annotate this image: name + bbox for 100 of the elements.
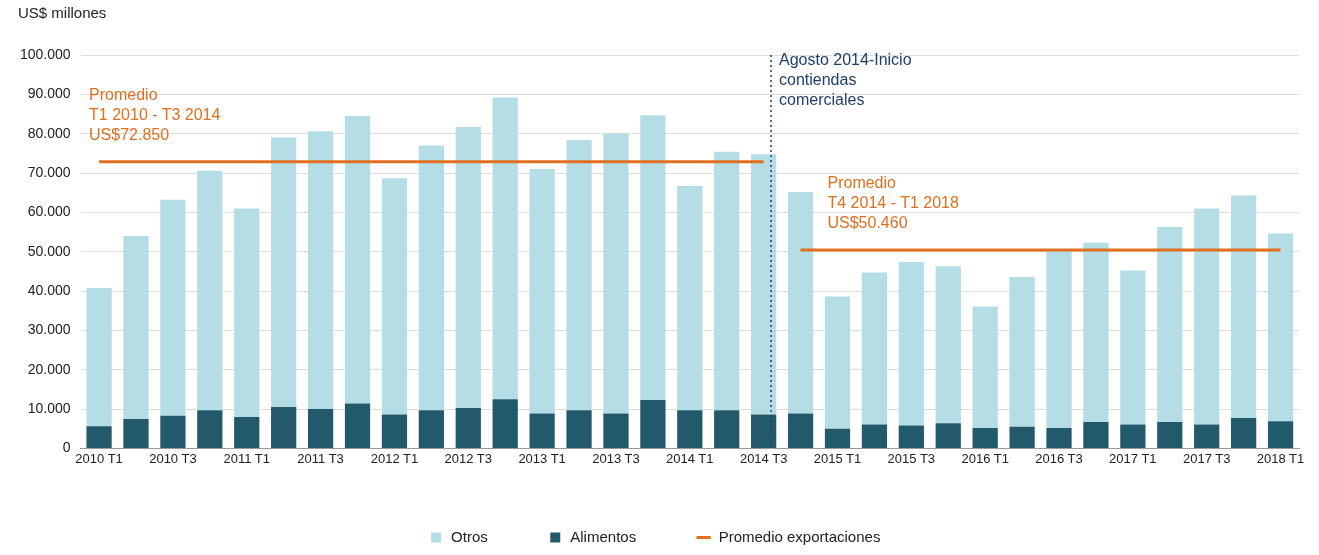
bar	[566, 410, 592, 448]
bar	[123, 235, 149, 419]
bar	[1230, 195, 1257, 419]
bar	[344, 115, 371, 404]
bar	[972, 427, 998, 448]
bar	[1083, 422, 1109, 448]
bar	[234, 208, 260, 417]
annotation: Promedio T1 2010 - T3 2014 US$72.850	[89, 86, 221, 144]
bar	[1194, 424, 1220, 448]
legend-label: Otros	[451, 527, 488, 545]
bar	[1046, 427, 1072, 448]
x-tick-label: 2018 T1	[1256, 450, 1305, 466]
bar	[123, 418, 149, 448]
bar	[86, 426, 112, 448]
bar	[898, 425, 924, 448]
bar	[824, 428, 851, 448]
bar	[1194, 208, 1220, 425]
ref-line-label: Agosto 2014-Inicio contiendas comerciales	[779, 51, 912, 109]
bar	[677, 410, 703, 448]
x-tick-label: 2012 T3	[444, 450, 493, 466]
y-tick-label: 90.000	[27, 85, 71, 102]
bar	[1157, 422, 1183, 448]
bar	[271, 137, 297, 408]
bar	[603, 413, 629, 448]
bar	[751, 154, 777, 415]
bar	[1157, 226, 1183, 423]
x-tick-label: 2013 T1	[518, 450, 566, 466]
bar	[714, 410, 740, 448]
bar	[935, 423, 961, 448]
bar	[751, 414, 777, 448]
bar	[1120, 270, 1146, 425]
bar	[1009, 276, 1035, 427]
x-tick-label: 2017 T3	[1182, 450, 1231, 466]
bar	[787, 413, 814, 448]
x-tick-label: 2016 T1	[961, 450, 1009, 466]
bar	[455, 126, 481, 408]
y-tick-label: 40.000	[27, 281, 71, 298]
bar	[344, 403, 371, 448]
bar	[307, 409, 334, 448]
legend-label: Alimentos	[570, 527, 637, 545]
x-tick-label: 2011 T3	[297, 450, 344, 466]
bar	[1267, 421, 1294, 448]
bar	[824, 296, 851, 429]
y-tick-label: 70.000	[27, 163, 71, 180]
x-tick-label: 2014 T3	[739, 450, 788, 466]
y-tick-label: 80.000	[27, 124, 71, 141]
bar	[271, 407, 297, 448]
x-tick-label: 2010 T1	[75, 450, 123, 466]
bar	[197, 410, 223, 448]
bar	[86, 287, 112, 427]
bar	[418, 410, 444, 448]
bar	[1046, 250, 1072, 428]
x-tick-label: 2017 T1	[1109, 450, 1157, 466]
bar	[935, 266, 961, 424]
bar	[972, 306, 998, 428]
bar	[677, 186, 703, 411]
x-tick-label: 2010 T3	[149, 450, 197, 466]
bar	[492, 399, 518, 448]
bar	[529, 413, 555, 448]
x-tick-label: 2015 T3	[887, 450, 936, 466]
bar	[234, 416, 260, 448]
bar	[1230, 418, 1257, 448]
bar	[1120, 424, 1146, 448]
bar	[640, 400, 666, 448]
bar	[381, 178, 408, 415]
bar	[861, 424, 888, 448]
bar	[455, 407, 481, 448]
legend-label: Promedio exportaciones	[718, 527, 881, 545]
y-tick-label: 60.000	[27, 203, 71, 220]
bar	[381, 414, 408, 448]
bar	[1267, 233, 1294, 422]
y-tick-label: 30.000	[27, 321, 71, 338]
bar	[160, 199, 186, 416]
bar	[714, 151, 740, 411]
y-tick-label: 100.000	[20, 45, 71, 62]
bar	[566, 139, 592, 411]
bar	[898, 261, 924, 426]
annotation: Promedio T4 2014 - T1 2018 US$50.460	[827, 174, 959, 232]
x-tick-label: 2016 T3	[1035, 450, 1083, 466]
y-tick-label: 50.000	[27, 242, 71, 259]
bar	[787, 191, 814, 414]
y-tick-label: 20.000	[27, 360, 71, 377]
bar	[418, 145, 444, 411]
y-tick-label: 10.000	[27, 399, 71, 416]
bar	[603, 133, 629, 414]
y-axis-title: US$ millones	[18, 3, 107, 21]
bar	[1009, 426, 1035, 448]
bar	[197, 170, 223, 411]
x-tick-label: 2015 T1	[813, 450, 862, 466]
y-tick-label: 0	[62, 439, 71, 456]
bar	[529, 169, 555, 414]
bar	[307, 131, 334, 410]
x-tick-label: 2012 T1	[370, 450, 419, 466]
x-tick-label: 2013 T3	[592, 450, 640, 466]
x-tick-label: 2014 T1	[666, 450, 714, 466]
bar	[160, 415, 186, 448]
bar	[640, 115, 666, 401]
bar	[492, 97, 518, 400]
bar	[1083, 242, 1109, 423]
bar	[861, 272, 888, 425]
